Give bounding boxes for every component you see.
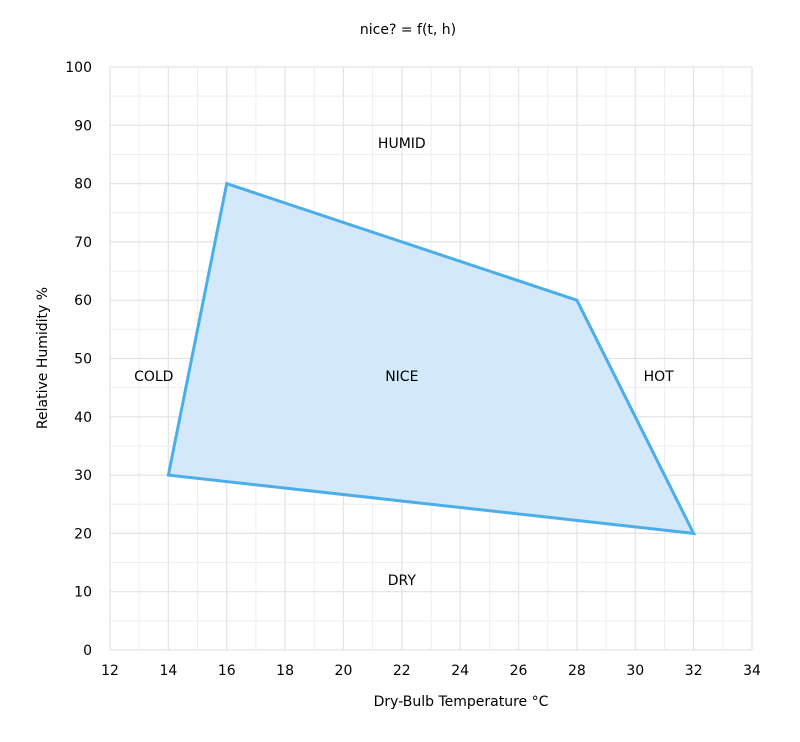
- y-tick-label: 100: [65, 60, 92, 76]
- x-axis-label: Dry-Bulb Temperature °C: [374, 694, 549, 710]
- y-tick-label: 60: [74, 293, 92, 309]
- y-tick-label: 10: [74, 585, 92, 601]
- y-tick-label: 90: [74, 118, 92, 134]
- region-label: HUMID: [378, 136, 426, 152]
- x-tick-label: 32: [685, 663, 703, 679]
- x-tick-label: 12: [101, 663, 119, 679]
- y-tick-label: 50: [74, 352, 92, 368]
- y-tick-label: 30: [74, 468, 92, 484]
- region-label: COLD: [134, 369, 173, 385]
- y-tick-label: 0: [83, 643, 92, 659]
- x-tick-label: 24: [451, 663, 469, 679]
- region-label: DRY: [388, 573, 417, 589]
- x-tick-label: 34: [743, 663, 761, 679]
- x-tick-label: 16: [218, 663, 236, 679]
- x-tick-label: 22: [393, 663, 411, 679]
- y-tick-label: 80: [74, 177, 92, 193]
- y-tick-label: 40: [74, 410, 92, 426]
- tick-labels: 12 14 16 18 20 22 24 26 28 30 32 34 0 10 20 30 40 50 60 70 8…: [65, 60, 761, 679]
- y-tick-label: 70: [74, 235, 92, 251]
- y-tick-label: 20: [74, 526, 92, 542]
- y-axis-label: Relative Humidity %: [35, 287, 51, 429]
- data-marks: [166, 181, 697, 536]
- nice-region-polygon: [166, 181, 697, 536]
- x-tick-label: 20: [335, 663, 353, 679]
- x-tick-label: 30: [626, 663, 644, 679]
- x-tick-label: 26: [510, 663, 528, 679]
- x-tick-label: 28: [568, 663, 586, 679]
- annotations: HUMID COLD NICE HOT DRY: [134, 136, 674, 589]
- x-tick-label: 18: [276, 663, 294, 679]
- x-tick-label: 14: [159, 663, 177, 679]
- chart-title: nice? = f(t, h): [360, 22, 456, 38]
- region-label: NICE: [385, 369, 418, 385]
- region-label: HOT: [644, 369, 675, 385]
